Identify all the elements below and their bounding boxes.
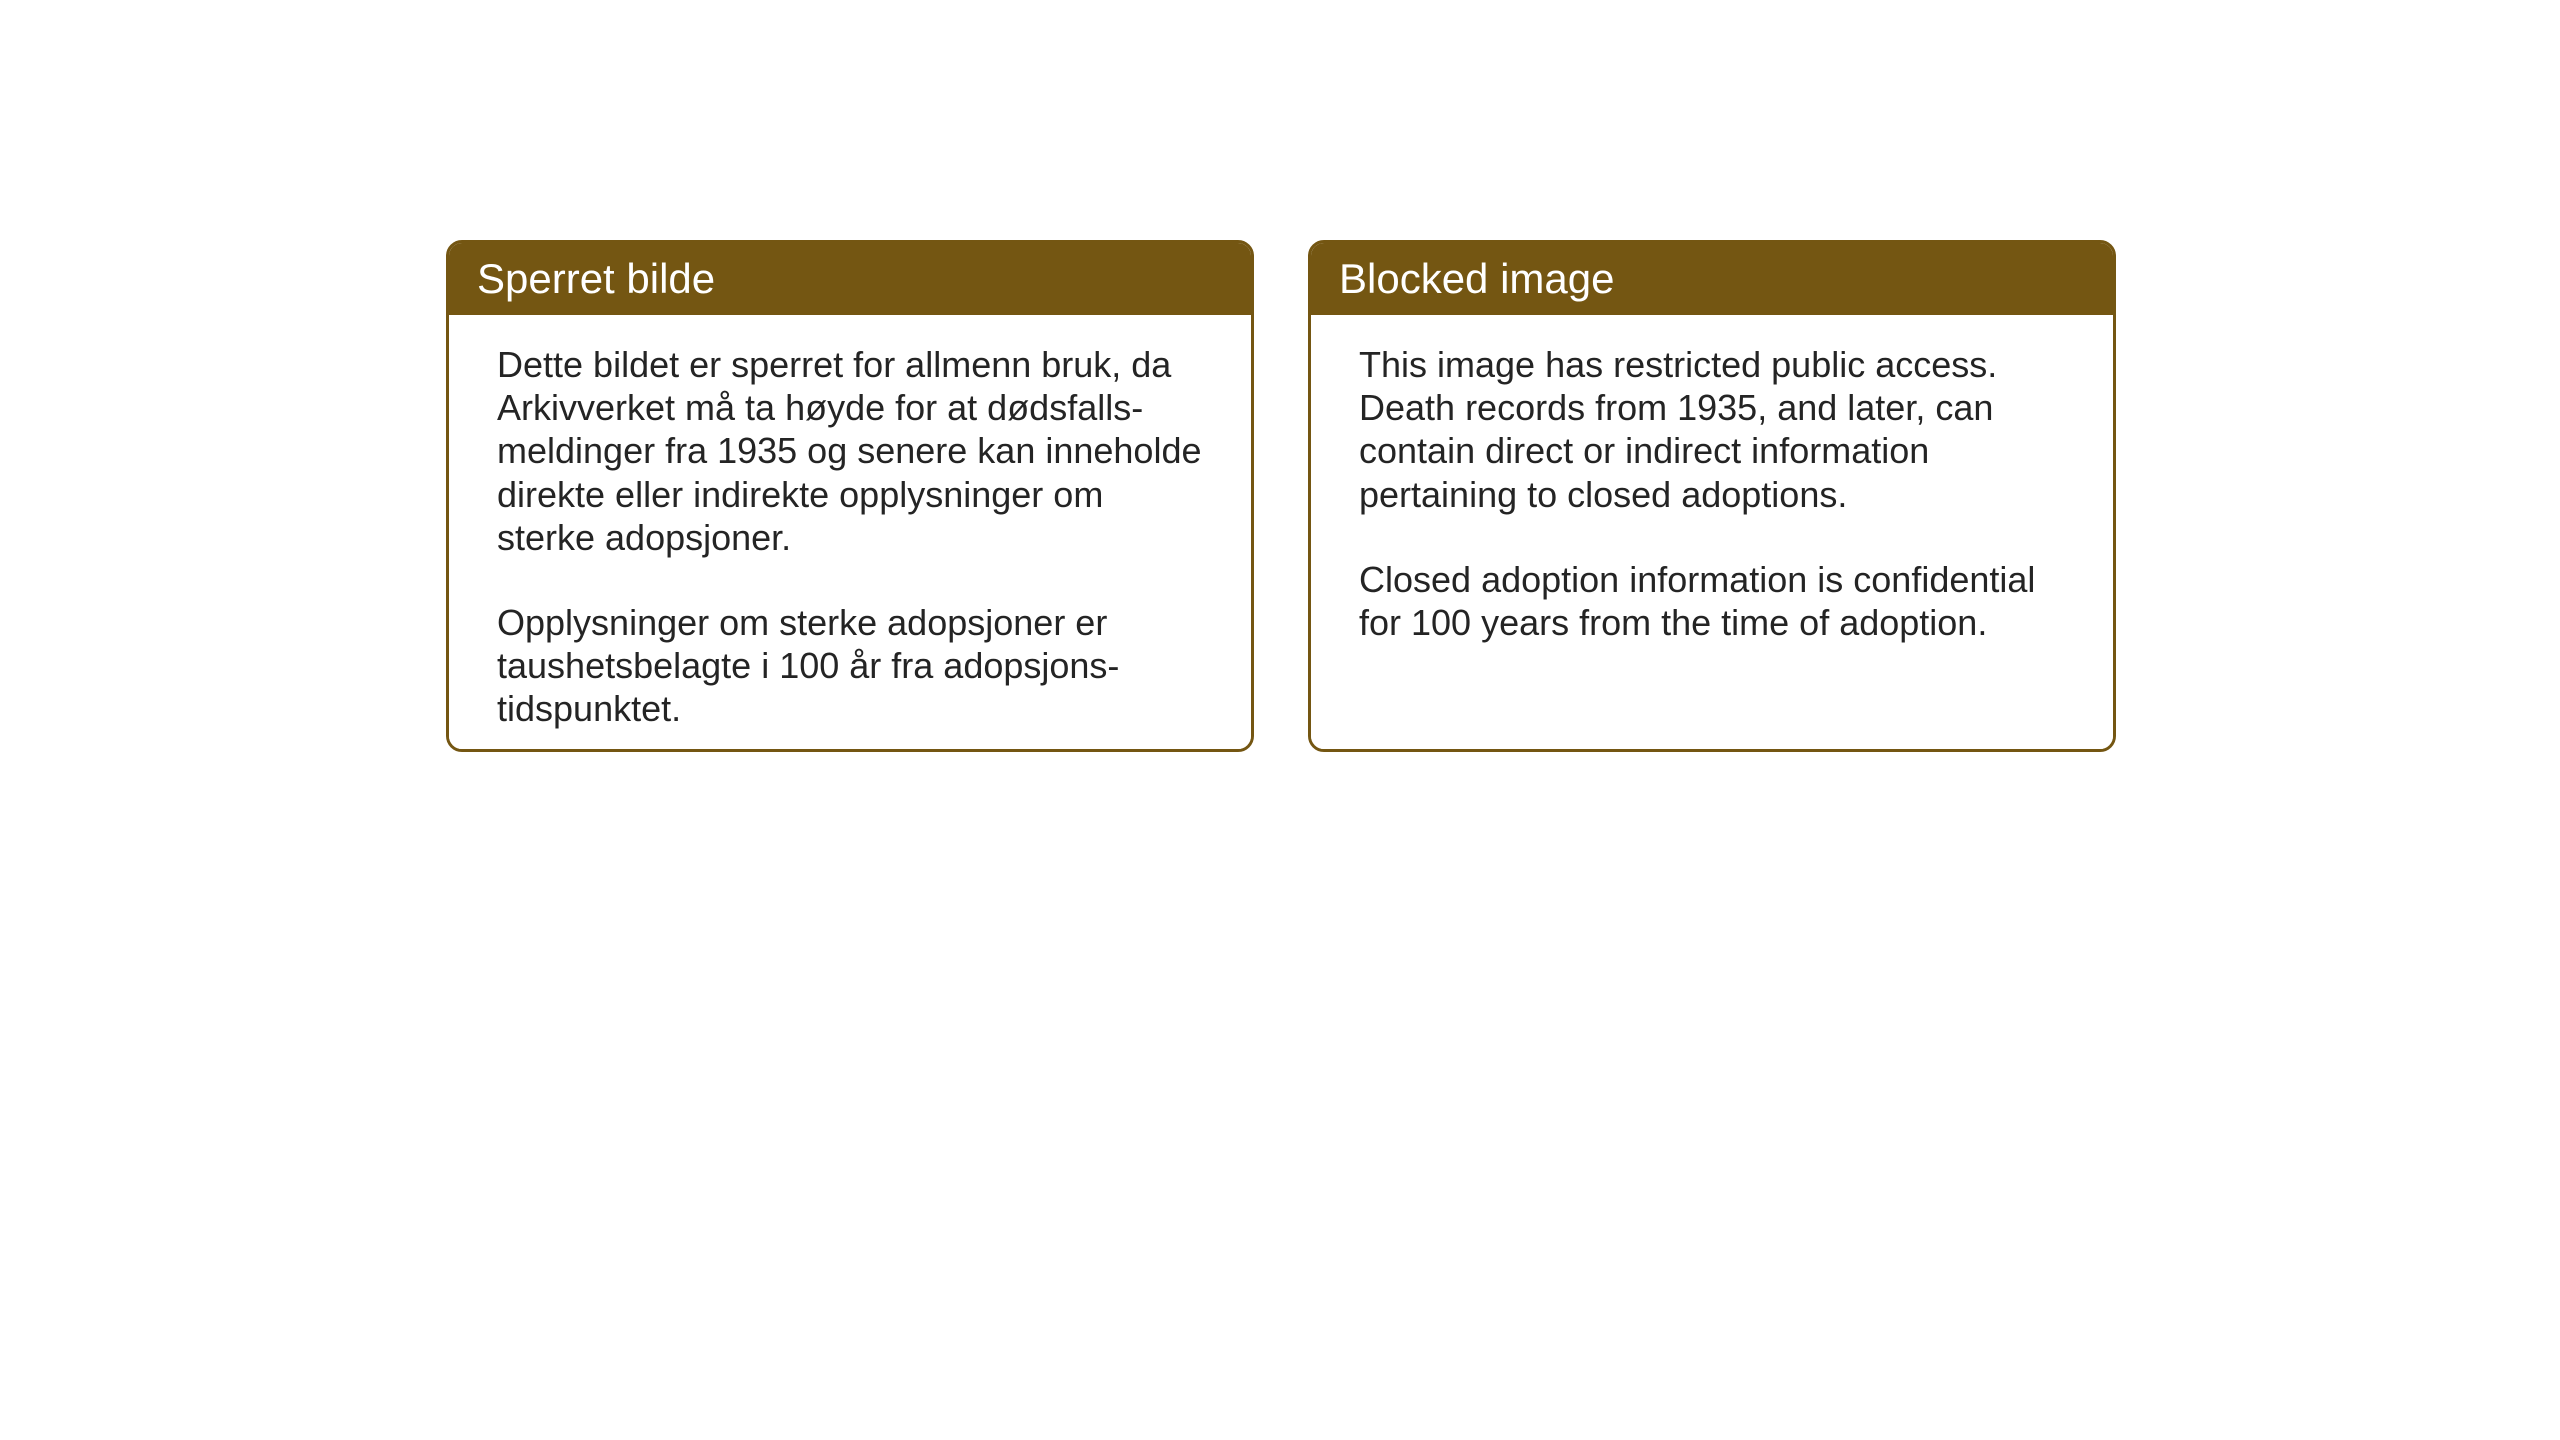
- notice-paragraph-2-english: Closed adoption information is confident…: [1359, 558, 2065, 644]
- notice-header-english: Blocked image: [1311, 243, 2113, 315]
- notice-paragraph-1-english: This image has restricted public access.…: [1359, 343, 2065, 516]
- notice-body-norwegian: Dette bildet er sperret for allmenn bruk…: [449, 315, 1251, 752]
- notice-box-norwegian: Sperret bilde Dette bildet er sperret fo…: [446, 240, 1254, 752]
- notice-title-norwegian: Sperret bilde: [477, 255, 715, 302]
- notice-header-norwegian: Sperret bilde: [449, 243, 1251, 315]
- notice-container: Sperret bilde Dette bildet er sperret fo…: [446, 240, 2116, 752]
- notice-paragraph-1-norwegian: Dette bildet er sperret for allmenn bruk…: [497, 343, 1203, 559]
- notice-body-english: This image has restricted public access.…: [1311, 315, 2113, 749]
- notice-title-english: Blocked image: [1339, 255, 1614, 302]
- notice-paragraph-2-norwegian: Opplysninger om sterke adopsjoner er tau…: [497, 601, 1203, 731]
- notice-box-english: Blocked image This image has restricted …: [1308, 240, 2116, 752]
